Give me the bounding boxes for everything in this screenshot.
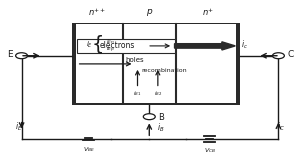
- Text: $i_B$: $i_B$: [157, 122, 164, 134]
- Text: B: B: [158, 113, 164, 122]
- Circle shape: [272, 53, 284, 59]
- Bar: [77, 39, 175, 53]
- Text: $n^{++}$: $n^{++}$: [88, 6, 106, 18]
- Text: $V_{BE}$: $V_{BE}$: [83, 145, 95, 154]
- Circle shape: [16, 53, 28, 59]
- Text: E: E: [7, 51, 13, 59]
- Text: $i_E$: $i_E$: [15, 121, 22, 133]
- Text: recombination: recombination: [141, 68, 187, 73]
- Text: $V_{CB}$: $V_{CB}$: [204, 146, 216, 155]
- Text: $i_{En}$: $i_{En}$: [106, 37, 115, 46]
- Text: holes: holes: [125, 57, 144, 63]
- Text: C: C: [287, 51, 293, 59]
- Text: electrons: electrons: [100, 41, 136, 50]
- Polygon shape: [175, 42, 235, 50]
- Text: $i_E$: $i_E$: [86, 39, 93, 49]
- Circle shape: [143, 114, 155, 120]
- Text: $i_C$: $i_C$: [278, 121, 285, 133]
- Text: $i_{B2}$: $i_{B2}$: [154, 89, 162, 98]
- Bar: [72, 23, 240, 105]
- Text: $n^{+}$: $n^{+}$: [202, 6, 214, 18]
- Text: $i_{B1}$: $i_{B1}$: [134, 89, 142, 98]
- Text: $i_{Ep}$: $i_{Ep}$: [106, 44, 115, 55]
- Text: $p$: $p$: [146, 7, 153, 18]
- Text: $i_c$: $i_c$: [241, 39, 248, 51]
- Bar: [76, 24, 236, 103]
- Text: {: {: [91, 35, 104, 54]
